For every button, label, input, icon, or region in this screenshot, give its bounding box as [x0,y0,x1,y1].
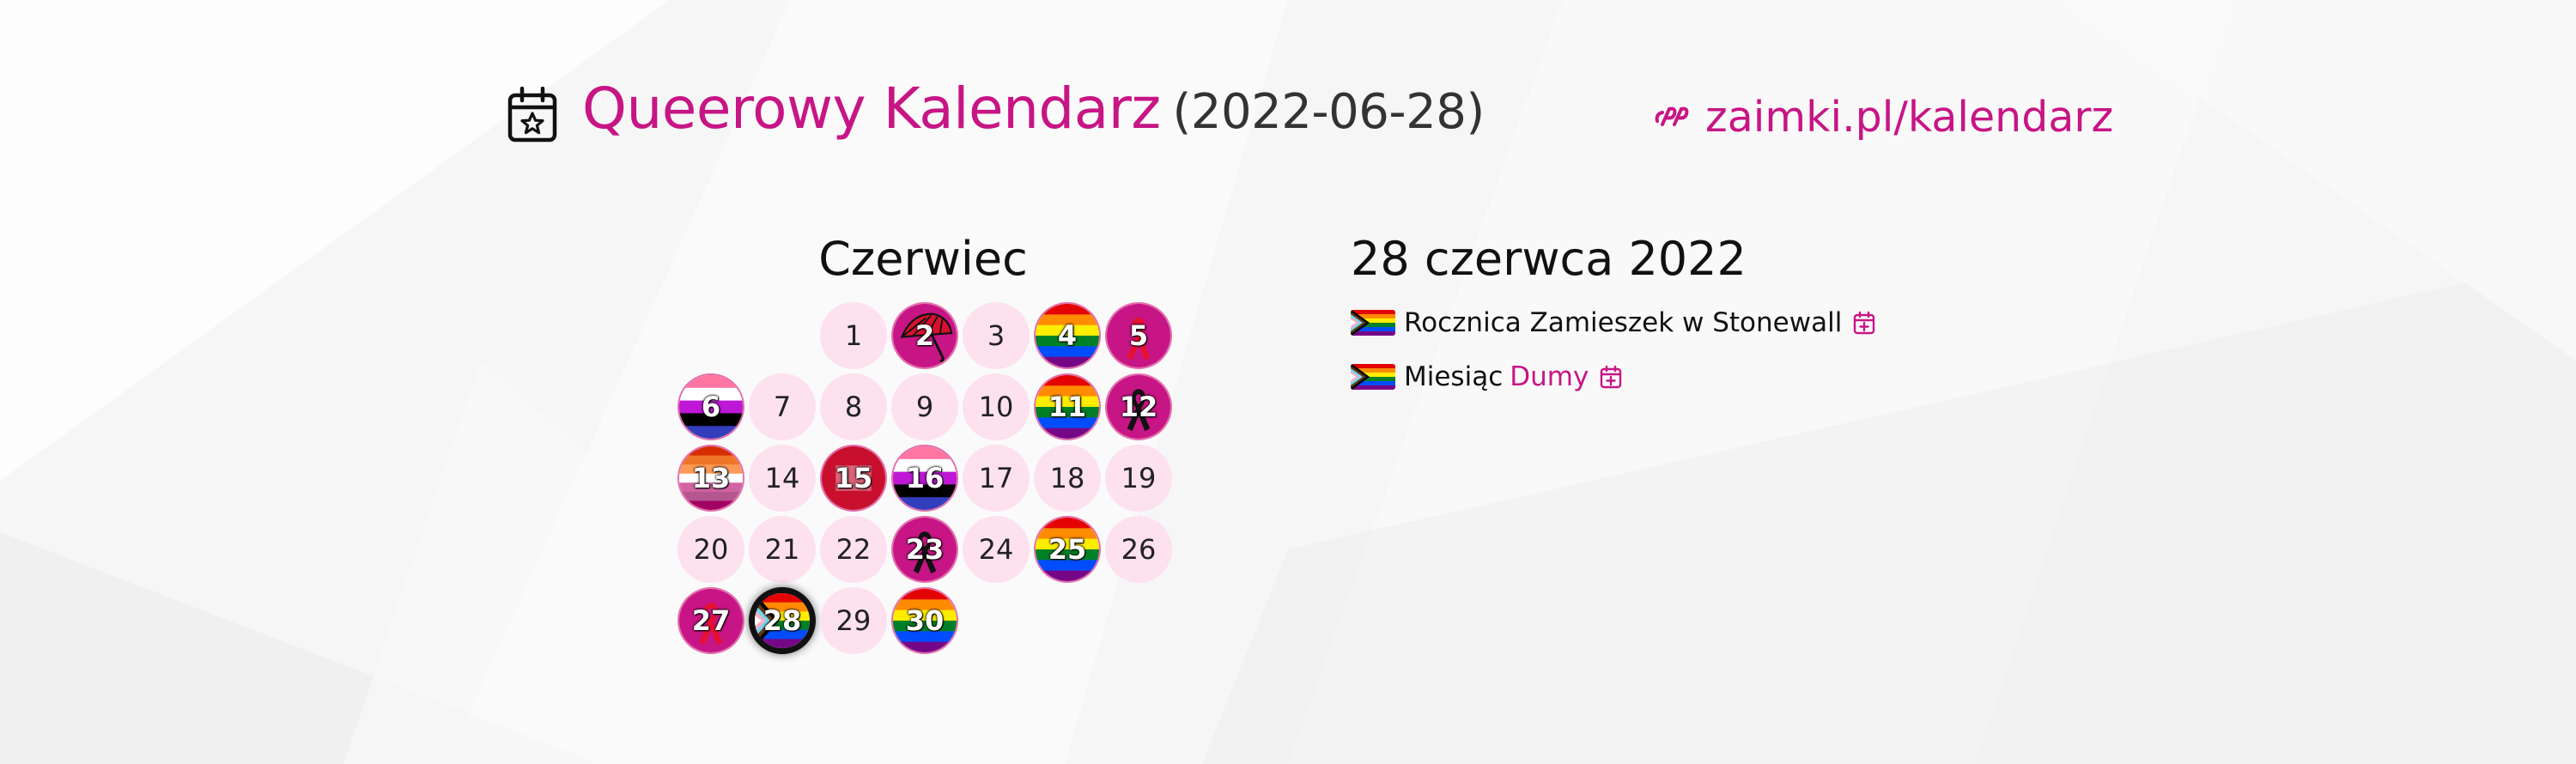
calendar-day-number: 21 [764,533,800,566]
calendar-day-number: 28 [762,604,802,637]
calendar-day[interactable]: 24 [963,516,1030,583]
calendar-day[interactable]: 20 [677,516,744,583]
calendar-day[interactable]: 10 [963,373,1030,440]
calendar-day[interactable]: 4 [1034,302,1101,369]
calendar-plus-icon[interactable] [1852,311,1876,335]
calendar-day[interactable]: 2 [891,302,958,369]
page-title: Queerowy Kalendarz (2022-06-28) [582,76,1485,142]
calendar-day-number: 1 [844,319,863,352]
calendar-day[interactable]: 17 [963,445,1030,512]
calendar-day-number: 15 [834,462,873,494]
calendar-day[interactable]: 22 [820,516,887,583]
calendar-day-number: 9 [915,391,934,423]
calendar-day-number: 24 [978,533,1014,566]
calendar-day-number: 14 [764,462,800,494]
calendar-day[interactable]: 3 [963,302,1030,369]
genderfluid-flag-icon [679,375,743,439]
calendar-day[interactable]: 19 [1105,445,1172,512]
rainbow-flag-icon [893,589,957,652]
zaimki-logo-icon [1655,106,1689,126]
calendar-day-number: 27 [691,604,731,637]
page-title-text: Queerowy Kalendarz [582,76,1161,142]
calendar-day-number: 11 [1048,391,1087,423]
umbrella-flag-icon [893,304,957,367]
calendar-day[interactable]: 27 [677,587,744,654]
event-text: Miesiąc [1404,361,1504,392]
calendar-day[interactable]: 26 [1105,516,1172,583]
calendar-day[interactable]: 21 [749,516,816,583]
ribbon-red-flag-icon [679,589,743,652]
calendar-day-number: 7 [773,391,792,423]
title-date: (2022-06-28) [1172,84,1485,140]
calendar-day[interactable]: 30 [891,587,958,654]
calendar-day-number: 23 [905,533,945,566]
month-title: Czerwiec [818,232,1028,286]
calendar-day-number: 16 [905,462,945,494]
calendar-day[interactable]: 9 [891,373,958,440]
event-link-dumy[interactable]: Dumy [1510,361,1589,392]
progress-flag-icon [1351,364,1395,390]
site-link-text: zaimki.pl/kalendarz [1705,92,2114,142]
calendar-day[interactable]: 15 [820,445,887,512]
calendar-day[interactable]: 14 [749,445,816,512]
ribbon-black-flag-icon [1107,375,1170,439]
calendar-day[interactable]: 18 [1034,445,1101,512]
calendar-day-number: 10 [978,391,1014,423]
progress-flag-icon [1351,310,1395,336]
calendar-day[interactable]: 12 [1105,373,1172,440]
rainbow-flag-icon [1036,518,1099,581]
calendar-day-number: 4 [1057,319,1078,352]
calendar-day-number: 17 [978,462,1014,494]
calendar-day-number: 25 [1048,533,1087,566]
calendar-day-number: 3 [987,319,1005,352]
calendar-day[interactable]: 11 [1034,373,1101,440]
calendar-day-number: 6 [701,391,721,423]
event-text: Rocznica Zamieszek w Stonewall [1404,307,1843,338]
progress-flag-icon [755,593,810,648]
calendar-day[interactable]: 5 [1105,302,1172,369]
calendar-day[interactable]: 23 [891,516,958,583]
calendar-day[interactable]: 13 [677,445,744,512]
calendar-day-number: 29 [835,604,872,637]
calendar-day[interactable]: 16 [891,445,958,512]
calendar-day[interactable]: 25 [1034,516,1101,583]
calendar-day-today[interactable]: 28 [749,587,816,654]
rainbow-flag-icon [1036,304,1099,367]
calendar-day-number: 22 [835,533,872,566]
calendar-day-number: 2 [914,319,935,352]
ribbon-black-flag-icon [893,518,957,581]
calendar-day[interactable]: 6 [677,373,744,440]
calendar-star-icon [507,87,557,142]
genderfluid2-flag-icon [893,446,957,510]
calendar-day-number: 30 [905,604,945,637]
calendar-day[interactable]: 7 [749,373,816,440]
rainbow-flag-icon [1036,375,1099,439]
calendar-day-number: 13 [691,462,731,494]
calendar-day-number: 20 [693,533,729,566]
calendar-day-number: 18 [1049,462,1085,494]
ribbon-red-flag-icon [1107,304,1170,367]
calendar-day[interactable]: 29 [820,587,887,654]
calendar-day[interactable]: 8 [820,373,887,440]
calendar-plus-icon[interactable] [1599,365,1623,389]
calendar-day[interactable]: 1 [820,302,887,369]
calendar-day-number: 19 [1121,462,1157,494]
calendar-day-number: 26 [1121,533,1157,566]
calendar-day-number: 8 [844,391,863,423]
event-item: Rocznica Zamieszek w Stonewall [1351,305,1876,341]
site-link[interactable]: zaimki.pl/kalendarz [1654,91,2113,142]
events-date: 28 czerwca 2022 [1351,232,1747,286]
calendar-day-number: 12 [1119,391,1158,423]
red-flag-icon [822,446,885,510]
calendar-day-number: 5 [1128,319,1149,352]
event-item: Miesiąc Dumy [1351,359,1623,395]
lesbian-flag-icon [679,446,743,510]
